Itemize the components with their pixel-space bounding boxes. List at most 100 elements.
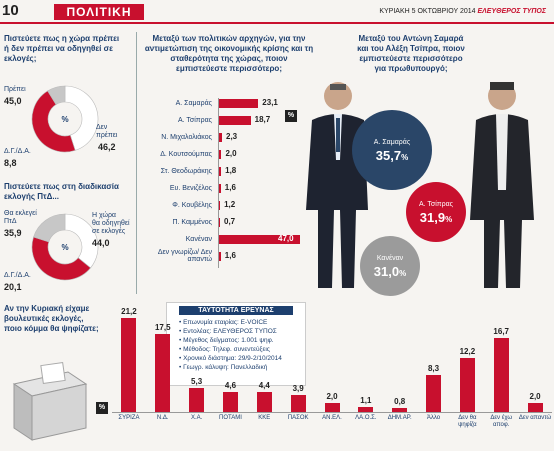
vote-value: 2,0: [326, 392, 338, 402]
leader-bar: [218, 252, 221, 261]
vote-bar: [459, 357, 475, 412]
vote-question: Αν την Κυριακή είχαμε βουλευτικές εκλογέ…: [4, 304, 99, 333]
leader-bar: [218, 218, 220, 227]
pie2-value-dk: 20,1: [4, 282, 22, 292]
vote-value: 21,2: [121, 306, 137, 316]
vote-category-label: Δεν έχω αποφ.: [490, 415, 513, 428]
vote-baseline: [112, 412, 552, 413]
pm-bubble-unit: %: [445, 215, 452, 224]
pm-bubble-label: Α. Σαμαράς: [374, 138, 411, 146]
vote-category-label: Άλλο: [426, 415, 441, 421]
survey-line: • Επωνυμία εταιρίας: E-VOICE: [179, 319, 268, 326]
vote-bar: [189, 388, 205, 412]
leader-value: 0,7: [224, 217, 236, 226]
page-number: 10: [2, 2, 19, 19]
leader-bar: [218, 235, 300, 244]
leader-bar: [218, 184, 221, 193]
leader-label: Π. Καμμένος: [172, 219, 212, 226]
pm-bubble-value: 35,7%: [376, 148, 408, 163]
pie2-question: Πιστεύετε πως στη διαδικασία εκλογής ΠτΔ…: [4, 182, 119, 201]
date-text: ΚΥΡΙΑΚΗ 5 ΟΚΤΩΒΡΙΟΥ 2014: [379, 8, 476, 15]
newspaper-name: ΕΛΕΥΘΕΡΟΣ ΤΥΠΟΣ: [477, 8, 546, 15]
vote-bar: [290, 394, 306, 412]
vote-value: 1,1: [360, 396, 372, 406]
pm-bubble-value: 31,9%: [420, 210, 452, 225]
vote-value: 3,9: [292, 383, 304, 393]
pie2-value-elections: 44,0: [92, 238, 110, 248]
vote-category-label: ΛΑ.Ο.Σ.: [355, 415, 377, 421]
vote-bar: [527, 403, 543, 412]
leader-label: Ευ. Βενιζέλος: [169, 185, 212, 192]
pie2-center-label: %: [61, 243, 68, 252]
leader-label: Α. Τσίπρας: [177, 117, 212, 124]
survey-line: • Μέθοδος: Τηλεφ. συνεντεύξεις: [179, 346, 270, 353]
vote-percent-badge: %: [96, 402, 108, 414]
survey-line: • Γεωγρ. κάλυψη: Πανελλαδική: [179, 364, 268, 371]
pie2-label-elections-l1: Η χώρα: [92, 212, 116, 219]
vote-value: 0,8: [394, 397, 406, 407]
pie1-slice-0: [64, 85, 99, 151]
leader-value: 47,0: [278, 234, 294, 243]
vote-value: 5,3: [191, 377, 203, 387]
vote-category-label: ΑΝ.ΕΛ.: [322, 415, 342, 421]
pie1-value-shouldnot: 46,2: [98, 142, 116, 152]
vote-bar-chart: 21,2 ΣΥΡΙΖΑ 17,5 Ν.Δ. 5,3 Χ.Α. 4,6 ΠΟΤΑΜΙ 4,4 ΚΚΕ…: [112, 300, 552, 448]
pie2-label-elections: Η χώρα θα οδηγηθεί σε εκλογές: [92, 212, 130, 236]
header-date: ΚΥΡΙΑΚΗ 5 ΟΚΤΩΒΡΙΟΥ 2014 ΕΛΕΥΘΕΡΟΣ ΤΥΠΟΣ: [379, 8, 546, 15]
pm-bubble-unit: %: [401, 153, 408, 162]
pie1-value-should: 45,0: [4, 96, 22, 106]
pie1-value-dk: 8,8: [4, 158, 17, 168]
vote-bar: [256, 392, 272, 412]
pm-bubble-value: 31,0%: [374, 264, 406, 279]
pie1-label-dk: Δ.Γ./Δ.Α.: [4, 148, 31, 155]
pie2-label-elections-l2: θα οδηγηθεί: [92, 220, 130, 227]
pie2-label-elections-l3: σε εκλογές: [92, 228, 126, 235]
leader-bar: [218, 133, 222, 142]
vote-category-label: Χ.Α.: [190, 415, 203, 421]
vote-value: 16,7: [493, 326, 509, 336]
leader-label: Δ. Κουτσούμπας: [160, 151, 212, 158]
pie1-slice-2: [47, 85, 66, 105]
survey-line: • Χρονικό διάστημα: 29/9-2/10/2014: [179, 355, 282, 362]
leader-value: 1,6: [224, 183, 236, 192]
leaders-bar-chart: Α. Σαμαράς 23,1 Α. Τσίπρας 18,7 Ν. Μιχαλολιά…: [140, 98, 310, 273]
vote-bar: [155, 334, 171, 412]
leader-value: 18,7: [254, 115, 271, 124]
leader-bar: [218, 150, 222, 159]
leader-label: Ν. Μιχαλολιάκος: [161, 134, 212, 141]
leader-label: Στ. Θεοδωράκης: [160, 168, 212, 175]
pm-bubble-label: Κανέναν: [377, 254, 404, 262]
pie1-slice-1: [31, 90, 76, 153]
tsipras-photo: [470, 82, 534, 288]
survey-title: ΤΑΥΤΟΤΗΤΑ ΕΡΕΥΝΑΣ: [179, 306, 293, 315]
leader-label: Δεν γνωρίζω/ Δεν απαντώ: [157, 249, 212, 263]
pm-question: Μεταξύ του Αντώνη Σαμαρά και του Αλέξη Τ…: [357, 34, 465, 73]
vote-category-label: Ν.Δ.: [156, 415, 169, 421]
vote-category-label: ΚΚΕ: [258, 415, 271, 421]
header-rule: [0, 22, 554, 24]
leader-label: Κανέναν: [185, 236, 212, 243]
vote-value: 2,0: [529, 392, 541, 402]
vote-bar: [392, 408, 408, 412]
pie1-label-should: Πρέπει: [4, 86, 26, 93]
vote-category-label: Δεν απαντώ: [518, 415, 552, 421]
leaders-percent-badge: %: [285, 110, 297, 122]
vote-category-label: ΣΥΡΙΖΑ: [118, 415, 140, 421]
leader-value: 2,3: [226, 132, 238, 141]
pie2-chart: %: [31, 213, 99, 281]
pie2-value-elected: 35,9: [4, 228, 22, 238]
leader-label: Φ. Κουβέλης: [172, 202, 212, 209]
leader-bar: [218, 167, 222, 176]
pm-bubble-unit: %: [399, 269, 406, 278]
pie2-label-elected-l2: ΠτΔ: [4, 218, 17, 225]
column-divider: [136, 32, 137, 294]
vote-value: 4,4: [258, 381, 270, 391]
survey-line: • Εντολέας: ΕΛΕΥΘΕΡΟΣ ΤΥΠΟΣ: [179, 328, 277, 335]
pie2-label-elected-l1: Θα εκλεγεί: [4, 210, 37, 217]
leader-value: 1,8: [225, 166, 237, 175]
survey-box: ΤΑΥΤΟΤΗΤΑ ΕΡΕΥΝΑΣ • Επωνυμία εταιρίας: E…: [166, 302, 306, 386]
leader-bar: [218, 116, 251, 125]
vote-bar: [324, 403, 340, 412]
leader-value: 23,1: [262, 98, 278, 107]
section-title: ΠΟΛΙΤΙΚΗ: [54, 4, 144, 20]
